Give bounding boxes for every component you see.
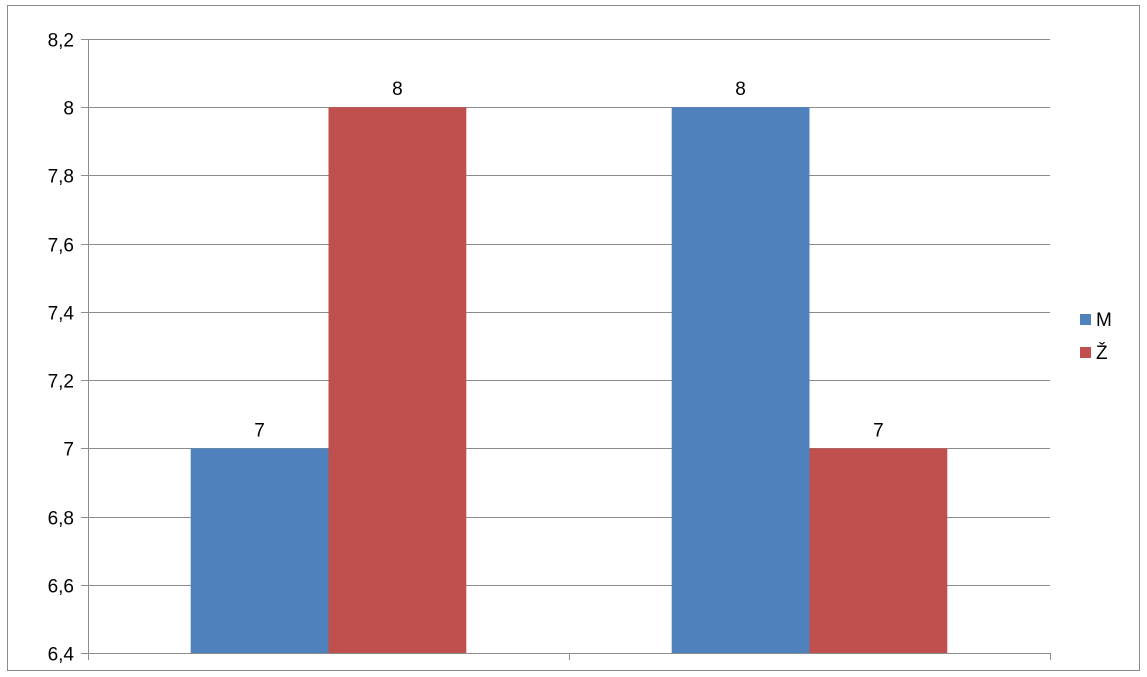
chart-frame: 6,46,66,877,27,47,67,888,278Astma87KOPB … xyxy=(7,5,1140,671)
legend-label: Ž xyxy=(1096,342,1108,364)
data-label: 8 xyxy=(735,79,746,100)
data-label: 7 xyxy=(254,420,265,441)
legend-swatch xyxy=(1080,314,1091,325)
data-label: 7 xyxy=(873,420,884,441)
legend: MŽ xyxy=(1080,310,1112,364)
y-tick-label: 6,6 xyxy=(48,577,74,598)
bar xyxy=(328,107,467,653)
y-tick-label: 7,8 xyxy=(48,167,74,188)
bar-chart: 6,46,66,877,27,47,67,888,278Astma87KOPB … xyxy=(48,31,1112,666)
y-tick-label: 7,6 xyxy=(48,236,74,257)
labels: 6,46,66,877,27,47,67,888,278Astma87KOPB xyxy=(48,31,884,666)
y-tick-label: 6,8 xyxy=(48,509,74,530)
y-tick-label: 8 xyxy=(63,99,74,120)
bars xyxy=(190,107,948,653)
axes xyxy=(88,39,1051,660)
legend-swatch xyxy=(1080,347,1091,358)
bar xyxy=(190,448,329,653)
y-tick-label: 6,4 xyxy=(48,645,75,666)
bar xyxy=(671,107,810,653)
y-tick-label: 7,2 xyxy=(48,372,74,393)
y-tick-label: 7 xyxy=(63,440,74,461)
y-tick-label: 8,2 xyxy=(48,31,74,52)
legend-label: M xyxy=(1096,310,1112,331)
bar xyxy=(809,448,948,653)
y-tick-label: 7,4 xyxy=(48,304,75,325)
data-label: 8 xyxy=(392,79,403,100)
